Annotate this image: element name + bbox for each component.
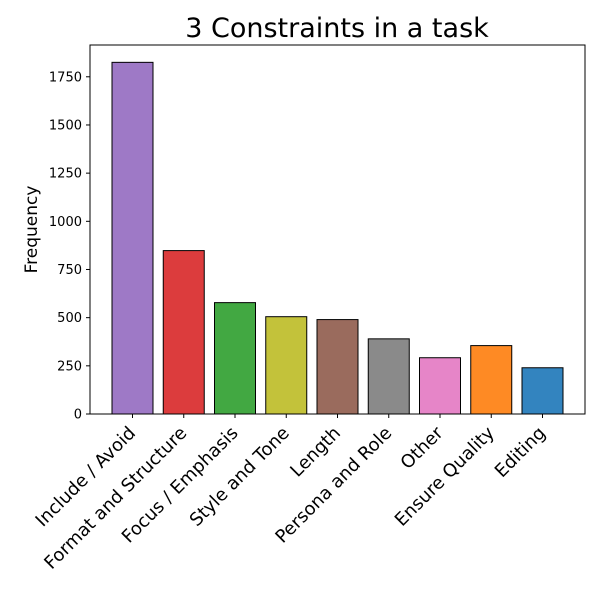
y-axis: 0 250 500 750 1000 1250 1500 1750: [49, 70, 90, 423]
bar: [367, 338, 410, 415]
bar: [419, 357, 461, 415]
y-tick-label: 250: [57, 359, 82, 374]
y-tick-label: 1750: [49, 70, 82, 85]
y-tick-label: 750: [57, 263, 82, 278]
chart-title: 3 Constraints in a task: [185, 13, 489, 44]
y-tick-label: 1000: [49, 215, 82, 230]
y-tick-label: 1500: [49, 118, 82, 133]
bar: [470, 345, 513, 415]
bar: [265, 316, 308, 415]
y-tick-label: 1250: [49, 167, 82, 182]
x-tick-label: Editing: [491, 423, 550, 482]
y-tick-label: 500: [57, 311, 82, 326]
bar: [111, 61, 154, 415]
bar: [162, 250, 205, 415]
bars-group: [111, 61, 564, 415]
y-tick-label: 0: [74, 408, 82, 423]
bar: [214, 302, 256, 415]
y-axis-label: Frequency: [22, 186, 42, 274]
bar: [521, 367, 564, 415]
bar: [316, 319, 359, 415]
